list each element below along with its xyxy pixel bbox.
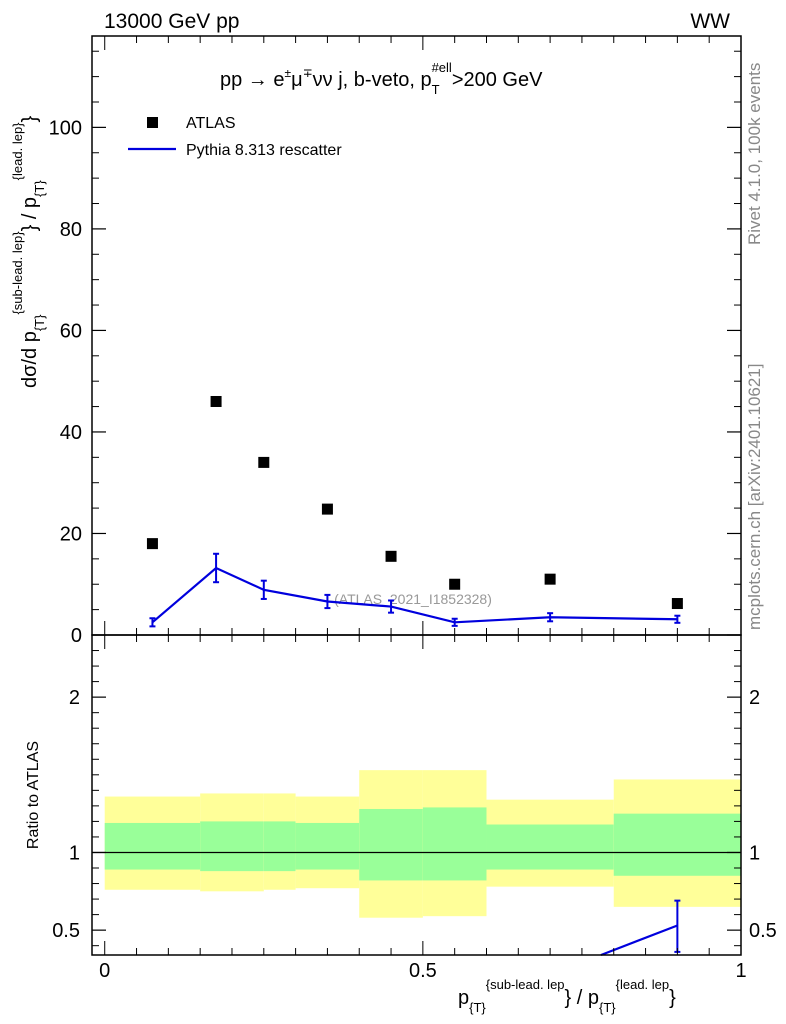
atlas-data-point: [321, 503, 333, 515]
ratio-y-tick-label-left: 1: [69, 842, 80, 864]
ratio-inner-band: [359, 808, 423, 881]
main-y-tick-label: 100: [49, 117, 82, 139]
header-right: WW: [690, 10, 730, 33]
mcplots-source-label: mcplots.cern.ch [arXiv:2401.10621]: [745, 364, 764, 630]
ratio-data-layer: [600, 899, 681, 957]
ratio-y-tick-label-left: 0.5: [52, 920, 80, 942]
atlas-data-point: [385, 550, 397, 562]
main-y-tick-labels: 0 20 40 60 80 100: [49, 117, 82, 647]
ratio-inner-band: [295, 822, 360, 870]
atlas-data-point: [449, 578, 461, 590]
ratio-y-axis-label: Ratio to ATLAS: [25, 741, 42, 849]
x-tick-label: 1: [735, 960, 746, 982]
atlas-data-point: [146, 538, 158, 550]
atlas-data-point: [210, 395, 222, 407]
ratio-inner-band: [104, 822, 201, 870]
x-tick-label: 0.5: [409, 960, 437, 982]
ratio-inner-band: [263, 821, 296, 872]
ratio-y-tick-label-right: 1: [749, 842, 760, 864]
main-panel: 0 20 40 60 80 100 (ATLAS_2021_I1852328) pp → …: [10, 35, 742, 647]
ratio-mc-line: [600, 924, 678, 957]
ratio-uncertainty-bands: [92, 770, 741, 918]
x-axis-label: p{T}{sub-lead. lep} / p{T}{lead. lep}: [458, 977, 676, 1015]
atlas-data-point: [258, 456, 270, 468]
legend-atlas-label: ATLAS: [186, 115, 236, 132]
rivet-version-label: Rivet 4.1.0, 100k events: [745, 63, 764, 245]
legend-mc-label: Pythia 8.313 rescatter: [186, 142, 342, 159]
x-tick-label: 0: [99, 960, 110, 982]
atlas-data-point: [544, 573, 556, 585]
main-y-tick-label: 60: [60, 320, 82, 342]
ratio-inner-band: [200, 821, 264, 872]
ratio-inner-band: [422, 807, 487, 881]
main-axis-ticks: [92, 36, 742, 636]
legend: ATLAS Pythia 8.313 rescatter: [128, 115, 342, 159]
plot-title: pp → e±μ∓νν j, b-veto, pT#ell>200 GeV: [220, 60, 543, 97]
main-data-layer: [146, 395, 683, 628]
main-y-tick-label: 80: [60, 219, 82, 241]
ratio-frame: [91, 634, 742, 956]
ratio-axis-ticks: [92, 635, 742, 955]
main-y-axis-label: dσ/d p{T}{sub-lead. lep}} / p{T}{lead. l…: [10, 115, 47, 388]
legend-atlas-marker: [147, 117, 158, 128]
main-y-tick-label: 40: [60, 422, 82, 444]
main-y-tick-label: 20: [60, 523, 82, 545]
main-y-tick-label: 0: [71, 625, 82, 647]
mc-prediction-line: [151, 566, 678, 624]
atlas-data-point: [671, 598, 683, 610]
ratio-y-tick-label-right: 0.5: [749, 920, 777, 942]
ratio-inner-band: [613, 813, 741, 876]
ratio-y-tick-label-left: 2: [69, 687, 80, 709]
analysis-watermark: (ATLAS_2021_I1852328): [334, 591, 492, 607]
header-left: 13000 GeV pp: [104, 10, 239, 33]
ratio-y-tick-label-right: 2: [749, 687, 760, 709]
ratio-inner-band: [486, 824, 614, 870]
